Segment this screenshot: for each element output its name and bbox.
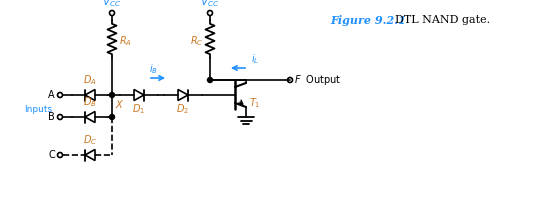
Text: Inputs: Inputs [24, 105, 52, 114]
Text: $i_B$: $i_B$ [149, 62, 158, 76]
Text: $V_{CC}$: $V_{CC}$ [102, 0, 122, 9]
Text: A: A [49, 90, 55, 100]
Text: $D_C$: $D_C$ [83, 133, 97, 147]
Text: $i_L$: $i_L$ [251, 52, 259, 66]
Text: B: B [49, 112, 55, 122]
Text: Figure 9.2.1: Figure 9.2.1 [330, 15, 406, 26]
Text: $D_2$: $D_2$ [177, 102, 190, 116]
Text: $R_A$: $R_A$ [119, 34, 132, 48]
Text: C: C [49, 150, 55, 160]
Text: $V_{CC}$: $V_{CC}$ [201, 0, 220, 9]
Circle shape [110, 114, 114, 119]
Circle shape [110, 92, 114, 98]
Text: $T_1$: $T_1$ [249, 96, 261, 110]
Text: $D_A$: $D_A$ [83, 73, 97, 87]
Text: X: X [115, 100, 122, 110]
Circle shape [208, 77, 213, 82]
Text: $D_1$: $D_1$ [132, 102, 146, 116]
Text: $F$  Output: $F$ Output [294, 73, 342, 87]
Text: $R_C$: $R_C$ [190, 34, 203, 48]
Text: DTL NAND gate.: DTL NAND gate. [388, 15, 490, 25]
Text: $D_B$: $D_B$ [83, 95, 97, 109]
